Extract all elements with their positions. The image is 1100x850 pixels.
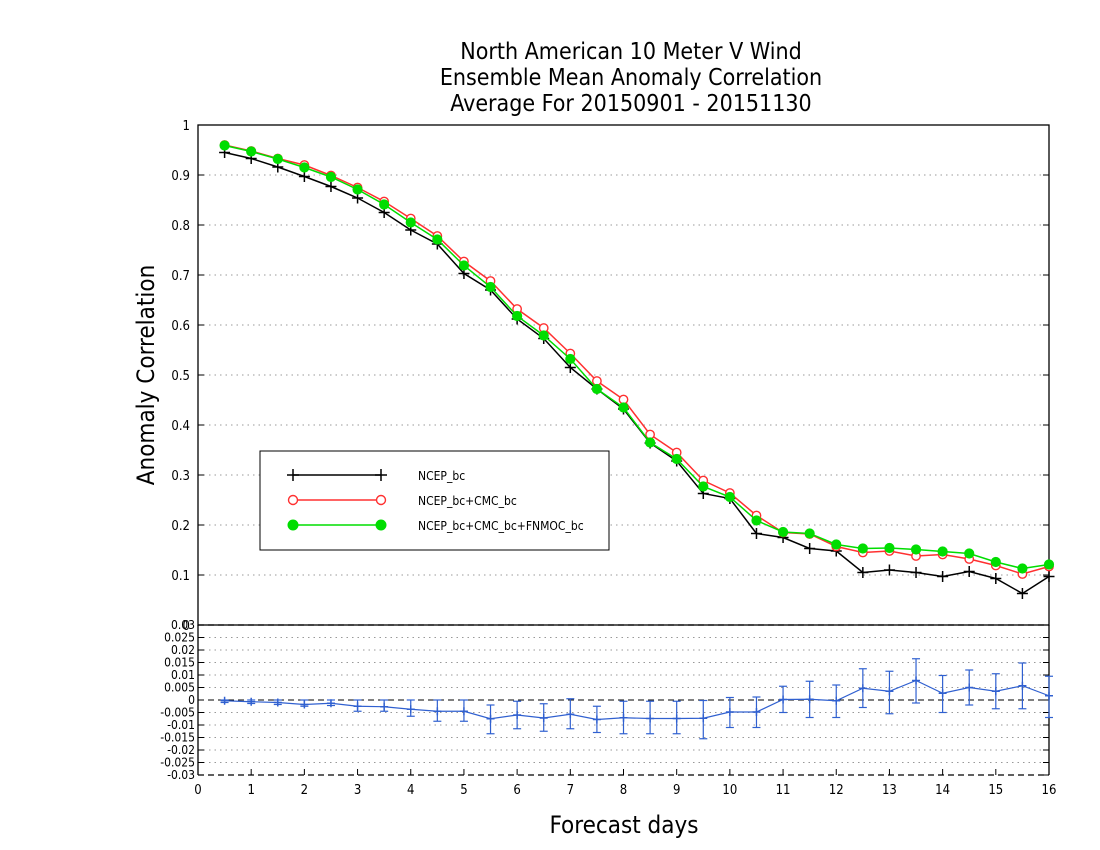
- data-point: [990, 556, 1001, 568]
- data-point: [219, 140, 230, 151]
- y-tick-label: 0.015: [164, 656, 195, 670]
- x-tick-label: 10: [722, 783, 737, 798]
- x-tick-label: 8: [620, 783, 627, 798]
- legend-marker: [287, 494, 299, 506]
- y-tick-label: 0.4: [171, 419, 190, 434]
- data-point: [724, 491, 735, 503]
- x-tick-label: 16: [1042, 783, 1057, 798]
- series-line: [224, 679, 1050, 721]
- chart-title-line: North American 10 Meter V Wind: [460, 39, 802, 65]
- series-difference: [220, 658, 1053, 740]
- x-tick-label: 5: [460, 783, 467, 798]
- data-point: [512, 310, 523, 322]
- x-tick-label: 11: [776, 783, 791, 798]
- y-tick-label: 0: [188, 693, 195, 707]
- y-tick-label: -0.03: [167, 768, 195, 782]
- x-tick-label: 2: [301, 783, 308, 798]
- y-tick-label: 0.7: [171, 269, 190, 284]
- y-tick-label: 0.03: [171, 618, 195, 632]
- chart-title-line: Ensemble Mean Anomaly Correlation: [440, 65, 822, 91]
- x-tick-label: 1: [247, 783, 254, 798]
- y-tick-label: -0.025: [160, 756, 195, 770]
- x-tick-label: 7: [567, 783, 574, 798]
- data-point: [1043, 559, 1055, 570]
- series-ncep-bc-cmc-bc-fnmoc-bc: [219, 140, 1055, 574]
- legend-marker: [375, 519, 387, 531]
- data-point: [299, 162, 310, 173]
- y-tick-label: 0.025: [164, 631, 195, 645]
- data-point: [458, 260, 470, 271]
- y-tick-label: -0.005: [160, 706, 195, 720]
- data-point: [671, 453, 682, 465]
- data-point: [884, 542, 895, 554]
- y-tick-label: 1: [183, 119, 190, 134]
- legend-label: NCEP_bc: [418, 469, 465, 483]
- data-point: [1017, 563, 1028, 574]
- y-axis-title: Anomaly Correlation: [132, 265, 160, 486]
- x-tick-label: 9: [673, 783, 680, 798]
- y-tick-label: 0.9: [171, 169, 190, 184]
- data-point: [405, 217, 416, 228]
- data-point: [272, 153, 283, 165]
- x-tick-label: 0: [194, 783, 201, 798]
- data-point: [565, 353, 576, 365]
- y-tick-label: 0.2: [171, 519, 190, 534]
- y-tick-label: 0.02: [171, 643, 195, 657]
- data-point: [485, 281, 496, 293]
- y-tick-label: -0.01: [167, 718, 195, 732]
- y-tick-label: -0.015: [160, 731, 195, 745]
- chart-title-line: Average For 20150901 - 20151130: [450, 91, 811, 117]
- y-tick-label: 0.8: [171, 219, 190, 234]
- data-point: [246, 146, 257, 157]
- y-tick-label: 0.6: [171, 319, 190, 334]
- data-point: [937, 546, 948, 557]
- y-tick-label: 0.005: [164, 681, 195, 695]
- legend-marker: [287, 519, 299, 531]
- data-point: [857, 543, 868, 554]
- data-point: [618, 402, 629, 413]
- panel-top-label: 0: [183, 619, 190, 634]
- legend-marker: [375, 494, 387, 506]
- data-point: [352, 184, 363, 195]
- data-point: [432, 234, 443, 245]
- y-tick-label: -0.02: [167, 743, 195, 757]
- x-tick-label: 6: [513, 783, 520, 798]
- x-tick-label: 14: [935, 783, 950, 798]
- legend-label: NCEP_bc+CMC_bc+FNMOC_bc: [418, 519, 584, 533]
- data-point: [644, 437, 656, 448]
- x-tick-label: 15: [988, 783, 1003, 798]
- y-tick-label: 0.5: [171, 369, 190, 384]
- x-tick-label: 3: [354, 783, 361, 798]
- legend-label: NCEP_bc+CMC_bc: [418, 494, 517, 508]
- data-point: [591, 383, 603, 395]
- difference-panel: -0.03-0.025-0.02-0.015-0.01-0.00500.0050…: [160, 618, 1056, 798]
- data-point: [910, 544, 922, 555]
- x-tick-label: 4: [407, 783, 414, 798]
- data-point: [538, 330, 549, 341]
- correlation-panel: 0.1 0.2 0.3 0.4 0.5 0.6 0.7 0.8 0.9 1: [171, 119, 1055, 626]
- x-tick-label: 12: [829, 783, 844, 798]
- y-tick-label: 0.3: [171, 469, 190, 484]
- data-point: [379, 199, 390, 210]
- data-point: [325, 171, 337, 183]
- data-point: [804, 528, 815, 539]
- data-point: [751, 515, 762, 526]
- data-point: [964, 548, 975, 559]
- x-axis-title: Forecast days: [549, 811, 698, 839]
- data-point: [831, 539, 842, 550]
- x-tick-label: 13: [882, 783, 897, 798]
- data-point: [777, 526, 789, 538]
- data-point: [698, 481, 709, 492]
- legend: NCEP_bc NCEP_bc+CMC_bc NCEP_bc+CMC_bc+FNMO…: [259, 450, 610, 551]
- y-tick-label: 0.1: [171, 569, 190, 584]
- y-tick-label: 0.01: [171, 668, 195, 682]
